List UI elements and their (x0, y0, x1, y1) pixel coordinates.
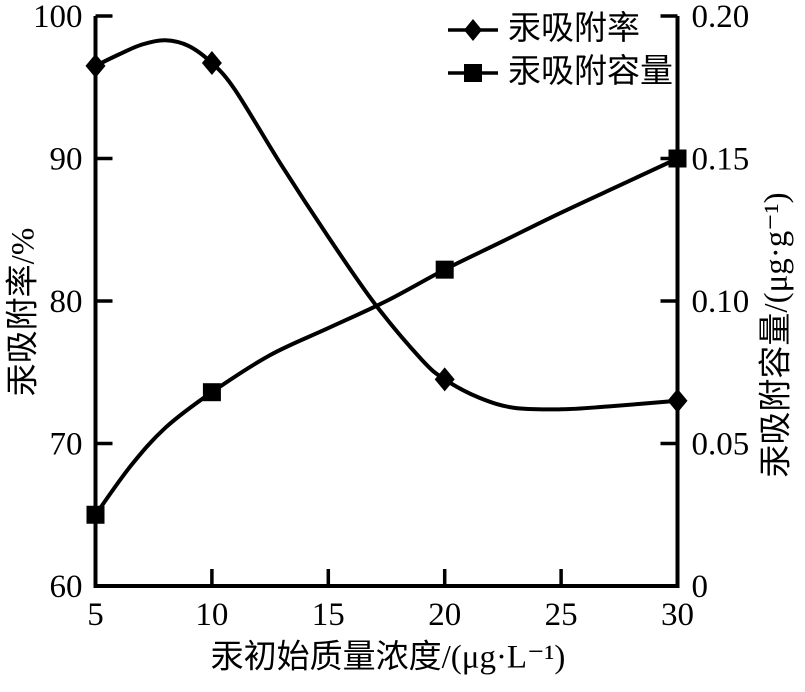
x-tick-label: 25 (545, 597, 578, 633)
left-tick-label: 70 (50, 427, 83, 463)
legend-item-adsorption-capacity: 汞吸附容量 (448, 51, 673, 94)
data-point-square (202, 383, 221, 402)
data-point-diamond (201, 51, 222, 76)
legend-label: 汞吸附率 (508, 11, 640, 47)
x-tick-label: 5 (87, 597, 104, 633)
diamond-marker-icon (448, 18, 498, 41)
left-tick-label: 80 (50, 284, 83, 320)
data-point-diamond (434, 367, 455, 392)
series-curve-adsorption-capacity (93, 156, 679, 516)
data-point-square (86, 505, 105, 524)
left-axis-title: 汞吸附率/% (5, 227, 42, 397)
left-tick-label: 100 (33, 0, 83, 35)
legend-label: 汞吸附容量 (508, 54, 673, 90)
left-tick-label: 60 (50, 569, 83, 605)
data-point-square (435, 260, 454, 279)
x-tick-label: 30 (661, 597, 694, 633)
right-tick-label: 0 (692, 569, 709, 605)
right-tick-label: 0.05 (692, 427, 750, 463)
legend: 汞吸附率 汞吸附容量 (448, 8, 673, 94)
right-tick-label: 0.20 (692, 0, 750, 35)
legend-item-adsorption-rate: 汞吸附率 (448, 8, 673, 51)
data-point-square (668, 149, 687, 168)
left-tick-label: 90 (50, 142, 83, 178)
series-curve-adsorption-rate (94, 38, 678, 412)
data-point-diamond (667, 388, 688, 413)
right-tick-label: 0.15 (692, 142, 750, 178)
right-axis-title: 汞吸附容量/(μg·g⁻¹) (758, 192, 795, 478)
data-point-diamond (85, 53, 106, 78)
x-tick-label: 15 (312, 597, 345, 633)
square-marker-icon (448, 63, 498, 82)
x-tick-label: 20 (428, 597, 461, 633)
right-tick-label: 0.10 (692, 284, 750, 320)
x-tick-label: 10 (195, 597, 228, 633)
x-axis-title: 汞初始质量浓度/(μg·L⁻¹) (210, 639, 566, 676)
